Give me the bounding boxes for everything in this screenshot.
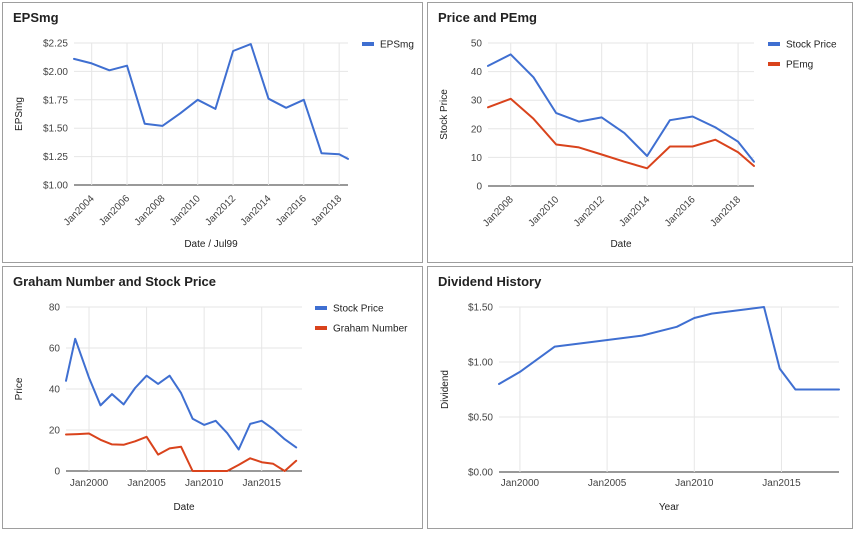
series-line-1 bbox=[487, 53, 755, 163]
x-tick-label: Jan2010 bbox=[675, 478, 714, 489]
y-tick-label: 20 bbox=[471, 124, 483, 135]
y-axis-title: EPSmg bbox=[14, 97, 25, 131]
y-axis-title: Stock Price bbox=[439, 89, 450, 140]
y-axis-title: Dividend bbox=[440, 370, 451, 409]
y-tick-label: $0.00 bbox=[468, 468, 493, 479]
chart-title: Price and PEmg bbox=[438, 10, 537, 25]
legend-label: Stock Price bbox=[786, 40, 837, 51]
y-tick-label: $1.50 bbox=[43, 124, 68, 135]
legend-label: Stock Price bbox=[333, 304, 384, 315]
y-tick-label: $1.75 bbox=[43, 95, 68, 106]
series-line-1 bbox=[65, 337, 298, 451]
panel-border bbox=[2, 2, 423, 263]
series-line-2 bbox=[487, 97, 755, 170]
y-tick-label: 40 bbox=[49, 385, 61, 396]
y-tick-label: 30 bbox=[471, 96, 483, 107]
y-tick-label: 40 bbox=[471, 67, 483, 78]
legend-label: EPSmg bbox=[380, 40, 414, 51]
y-tick-label: $0.50 bbox=[468, 413, 493, 424]
legend: Stock Price Graham Number bbox=[315, 304, 408, 335]
y-tick-label: 50 bbox=[471, 39, 483, 50]
legend-swatch bbox=[315, 326, 327, 330]
x-axis-title: Date / Jul99 bbox=[184, 239, 238, 250]
y-tick-label: $1.50 bbox=[468, 303, 493, 314]
y-tick-label: $2.25 bbox=[43, 39, 68, 50]
y-axis-title: Price bbox=[14, 377, 25, 400]
legend-swatch bbox=[768, 62, 780, 66]
y-tick-label: 10 bbox=[471, 153, 483, 164]
chart-title: Graham Number and Stock Price bbox=[13, 274, 216, 289]
chart-title: Dividend History bbox=[438, 274, 542, 289]
x-tick-label: Jan2010 bbox=[185, 478, 224, 489]
x-axis-title: Date bbox=[173, 502, 195, 513]
y-tick-label: 80 bbox=[49, 303, 61, 314]
y-tick-label: $1.00 bbox=[43, 181, 68, 192]
y-tick-label: 0 bbox=[54, 467, 60, 478]
chart-panel-4: Dividend History $0.00 $0.50 $1.00 $1.50 Jan2… bbox=[427, 266, 853, 529]
y-tick-label: 60 bbox=[49, 344, 61, 355]
panel-border bbox=[427, 2, 853, 263]
legend: Stock Price PEmg bbox=[768, 40, 837, 71]
y-tick-label: $1.00 bbox=[468, 358, 493, 369]
legend-swatch bbox=[362, 42, 374, 46]
x-tick-label: Jan2005 bbox=[127, 478, 166, 489]
x-tick-label: Jan2000 bbox=[70, 478, 109, 489]
chart-title: EPSmg bbox=[13, 10, 59, 25]
chart-panel-1: EPSmg$1.00$1.25$1.50$1.75$2.00$2.25Jan20… bbox=[2, 2, 423, 263]
series-line-1 bbox=[498, 306, 840, 391]
x-tick-label: Jan2015 bbox=[243, 478, 282, 489]
series-line-1 bbox=[73, 43, 349, 160]
chart-panel-3: Graham Number and Stock Price 0 20 40 60 80 Ja… bbox=[2, 266, 423, 529]
series-line-2 bbox=[65, 432, 298, 472]
x-axis-title: Year bbox=[659, 502, 680, 513]
y-tick-label: $1.25 bbox=[43, 152, 68, 163]
x-tick-label: Jan2005 bbox=[588, 478, 627, 489]
panel-border bbox=[2, 266, 423, 529]
y-tick-label: 0 bbox=[476, 182, 482, 193]
legend-swatch bbox=[768, 42, 780, 46]
legend-label: Graham Number bbox=[333, 324, 408, 335]
x-tick-label: Jan2015 bbox=[762, 478, 801, 489]
legend-label: PEmg bbox=[786, 60, 813, 71]
legend: EPSmg bbox=[362, 40, 414, 51]
y-tick-label: $2.00 bbox=[43, 67, 68, 78]
x-axis-title: Date bbox=[610, 239, 632, 250]
legend-swatch bbox=[315, 306, 327, 310]
x-tick-label: Jan2000 bbox=[501, 478, 540, 489]
y-tick-label: 20 bbox=[49, 426, 61, 437]
